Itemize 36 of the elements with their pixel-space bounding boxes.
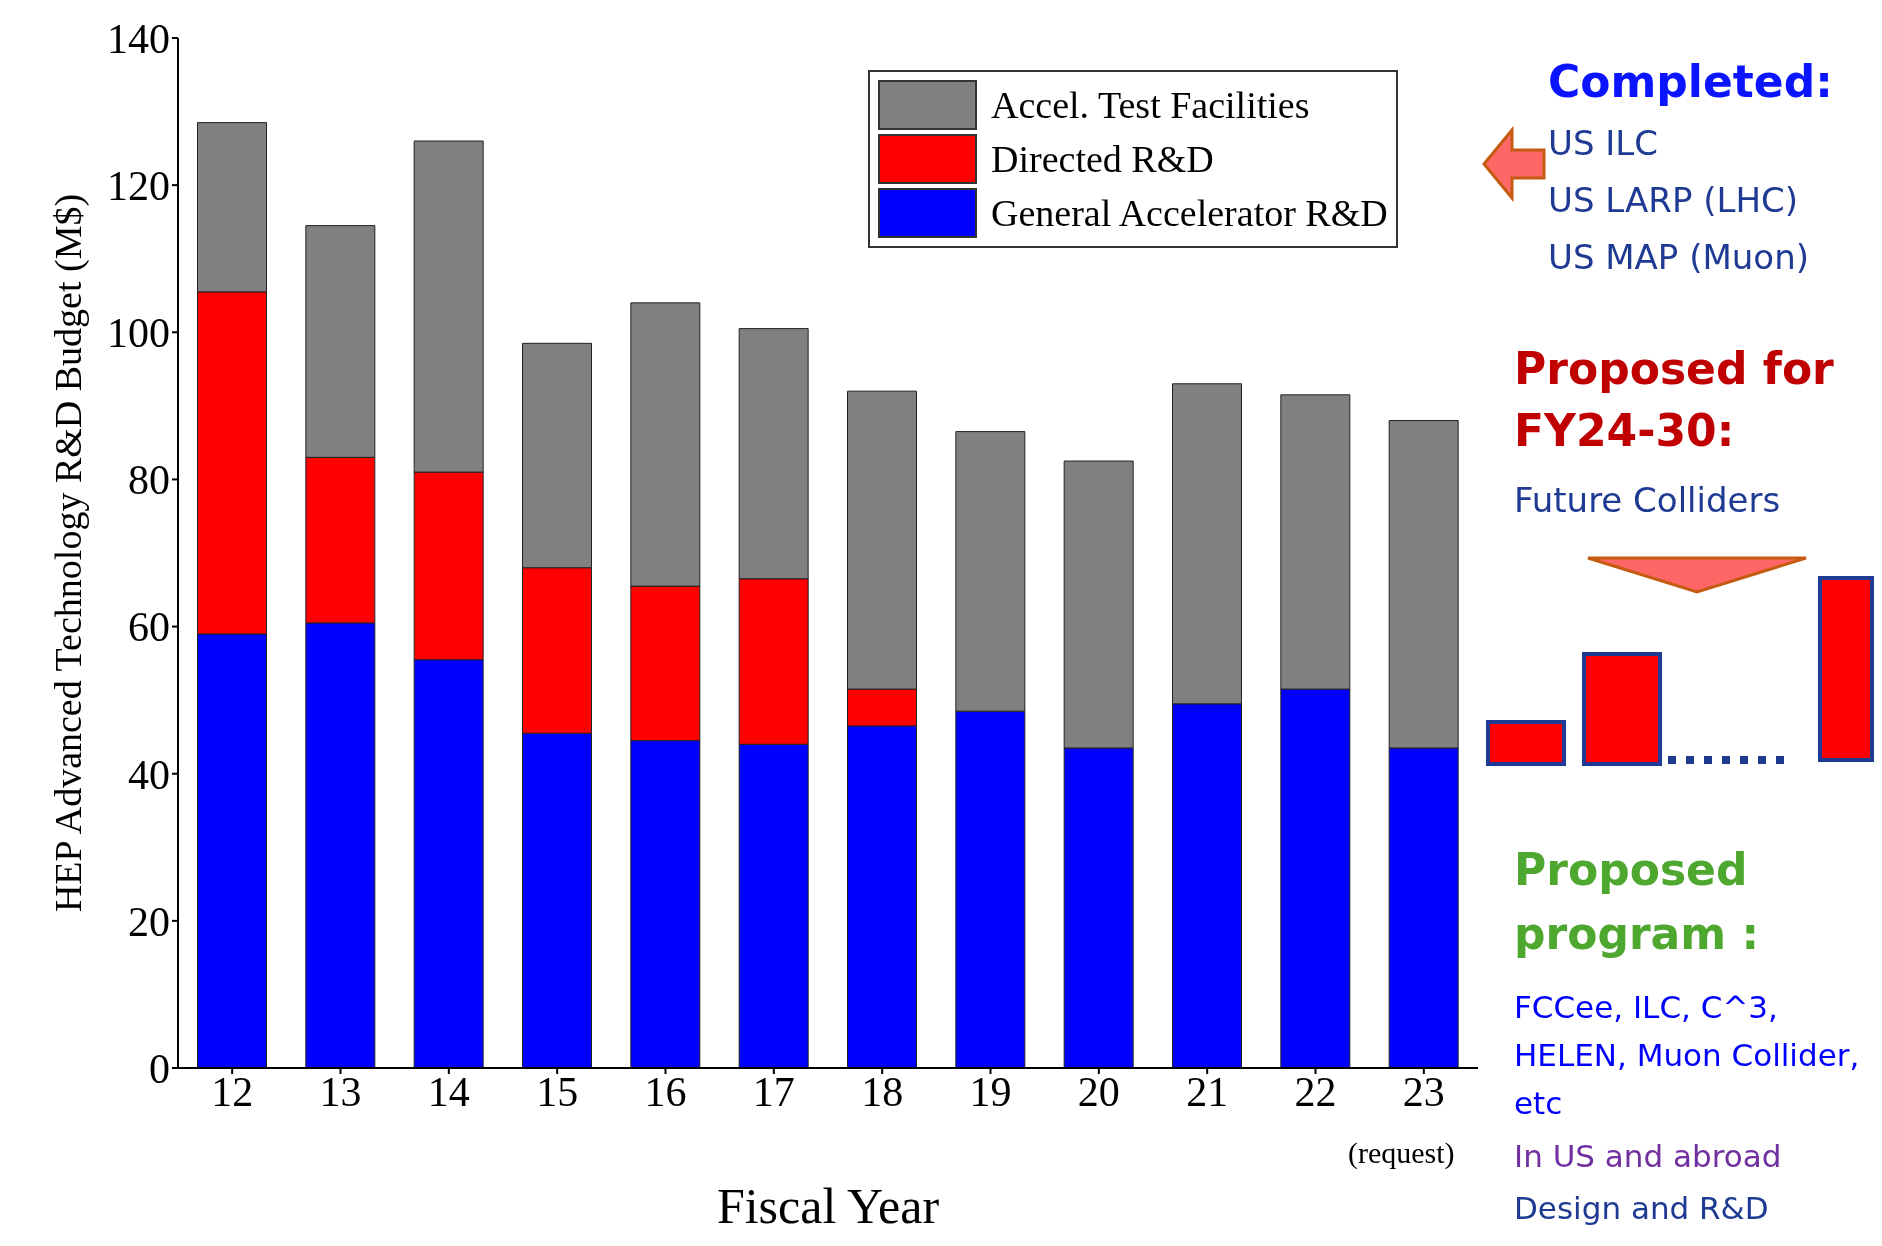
text: US MAP (Muon): [1548, 237, 1809, 277]
x-tick-label: 18: [861, 1068, 904, 1115]
y-tick-label: 80: [128, 457, 170, 504]
legend-label: Directed R&D: [991, 137, 1214, 181]
x-tick-label: 22: [1294, 1068, 1337, 1115]
y-tick-label: 20: [128, 898, 170, 945]
text: Future Colliders: [1514, 480, 1781, 520]
legend-label: Accel. Test Facilities: [991, 83, 1310, 127]
y-tick-label: 60: [128, 604, 170, 651]
x-tick-label: 21: [1186, 1068, 1229, 1115]
x-tick-label: 17: [752, 1068, 795, 1115]
text: Proposed program :: [1514, 843, 1761, 961]
x-tick-label: 14: [427, 1068, 470, 1115]
legend-label: General Accelerator R&D: [991, 191, 1388, 235]
text: Design and R&D: [1514, 1190, 1769, 1226]
y-tick-label: 140: [107, 15, 170, 62]
y-tick-label: 0: [149, 1045, 170, 1092]
text: US LARP (LHC): [1548, 180, 1798, 220]
y-tick-label: 120: [107, 163, 170, 210]
x-tick-label: 12: [211, 1068, 254, 1115]
text: In US and abroad: [1514, 1138, 1782, 1174]
text: US ILC: [1548, 123, 1658, 163]
x-tick-label: 20: [1077, 1068, 1120, 1115]
x-tick-label: 23: [1402, 1068, 1445, 1115]
x-tick-label: 13: [319, 1068, 362, 1115]
x-axis-title: Fiscal Year: [716, 1178, 940, 1234]
text: Proposed for FY24-30:: [1514, 342, 1835, 458]
text: FCCee, ILC, C^3, HELEN, Muon Collider, etc: [1514, 988, 1861, 1124]
y-axis-title: HEP Advanced Technology R&D Budget (M$): [47, 193, 91, 913]
text: Completed:: [1548, 56, 1833, 107]
x-tick-label: 15: [536, 1068, 579, 1115]
x-tick-label: 16: [644, 1068, 687, 1115]
y-tick-label: 40: [128, 751, 170, 798]
text: (request): [1348, 1136, 1455, 1170]
x-tick-label: 19: [969, 1068, 1012, 1115]
y-tick-label: 100: [107, 310, 170, 357]
